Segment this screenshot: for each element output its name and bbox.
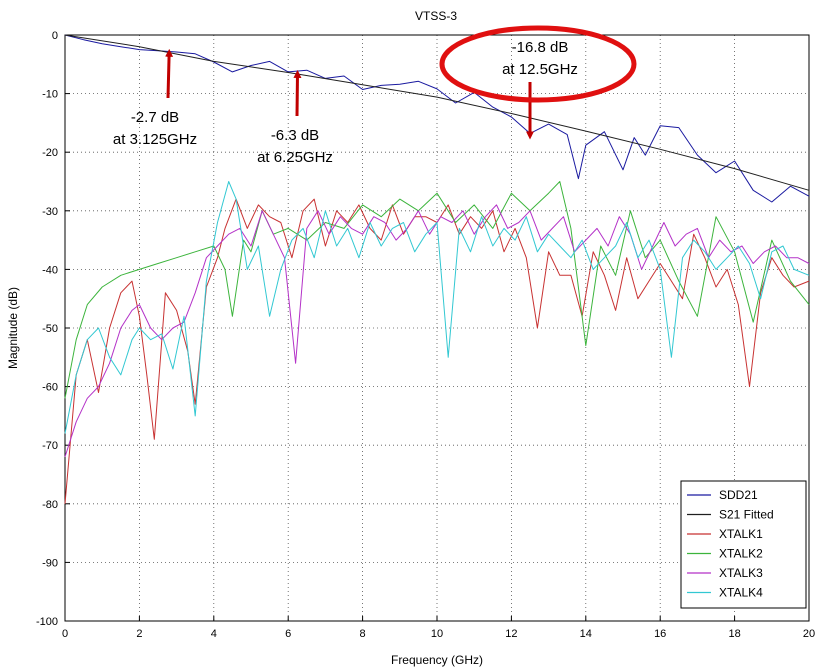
x-tick-label: 20 [803, 628, 815, 640]
y-tick-label: -50 [42, 323, 58, 335]
legend-entry: S21 Fitted [719, 508, 774, 522]
x-tick-label: 18 [728, 628, 740, 640]
annotation-frequency: at 3.125GHz [113, 131, 197, 148]
annotation-frequency: at 6.25GHz [257, 149, 333, 166]
y-axis: 0 -10 -20 -30 -40 -50 -60 -70 -80 -90 -100 [36, 30, 70, 628]
y-tick-label: -100 [36, 616, 58, 628]
legend-entry: XTALK4 [719, 586, 763, 600]
y-tick-label: -70 [42, 440, 58, 452]
legend-box [680, 480, 807, 609]
y-tick-label: 0 [52, 30, 58, 42]
y-tick-label: -60 [42, 382, 58, 394]
legend-entry: XTALK1 [719, 527, 763, 541]
y-tick-label: -30 [42, 206, 58, 218]
series-line-s21-fitted [64, 34, 810, 191]
x-axis-label: Frequency (GHz) [391, 653, 483, 667]
x-tick-label: 4 [211, 628, 217, 640]
annotation-frequency: at 12.5GHz [502, 61, 578, 78]
x-tick-label: 6 [285, 628, 291, 640]
x-tick-label: 0 [62, 628, 68, 640]
annotation-arrow [165, 48, 174, 99]
series-line-xtalk3 [64, 204, 810, 458]
highlight-ellipse [439, 25, 637, 103]
chart-title: VTSS-3 [415, 9, 457, 23]
y-axis-label: Magnitude (dB) [6, 287, 20, 369]
annotations: -2.7 dB at 3.125GHz -6.3 dB at 6.25GHz -16.8… [113, 39, 578, 166]
y-tick-label: -90 [42, 557, 58, 569]
x-tick-label: 10 [431, 628, 443, 640]
series-line-sdd21 [64, 34, 810, 203]
annotation-value: -16.8 dB [512, 39, 569, 56]
annotation-value: -2.7 dB [131, 109, 179, 126]
legend-entry: XTALK2 [719, 547, 763, 561]
series-group [64, 34, 810, 504]
x-tick-label: 2 [136, 628, 142, 640]
legend-entry: XTALK3 [719, 566, 763, 580]
x-tick-label: 14 [580, 628, 592, 640]
series-line-xtalk4 [64, 181, 810, 434]
x-tick-label: 8 [360, 628, 366, 640]
legend-entry: SDD21 [719, 488, 758, 502]
annotation-arrow [293, 69, 302, 117]
annotation-value: -6.3 dB [271, 127, 319, 144]
y-tick-label: -40 [42, 264, 58, 276]
x-tick-label: 12 [505, 628, 517, 640]
x-axis: 0 2 4 6 8 10 12 14 16 18 20 [62, 616, 815, 640]
y-tick-label: -20 [42, 147, 58, 159]
legend: SDD21 S21 Fitted XTALK1 XTALK2 XTALK3 XTALK4 [680, 480, 807, 609]
x-tick-label: 16 [654, 628, 666, 640]
y-tick-label: -80 [42, 499, 58, 511]
y-tick-label: -10 [42, 89, 58, 101]
